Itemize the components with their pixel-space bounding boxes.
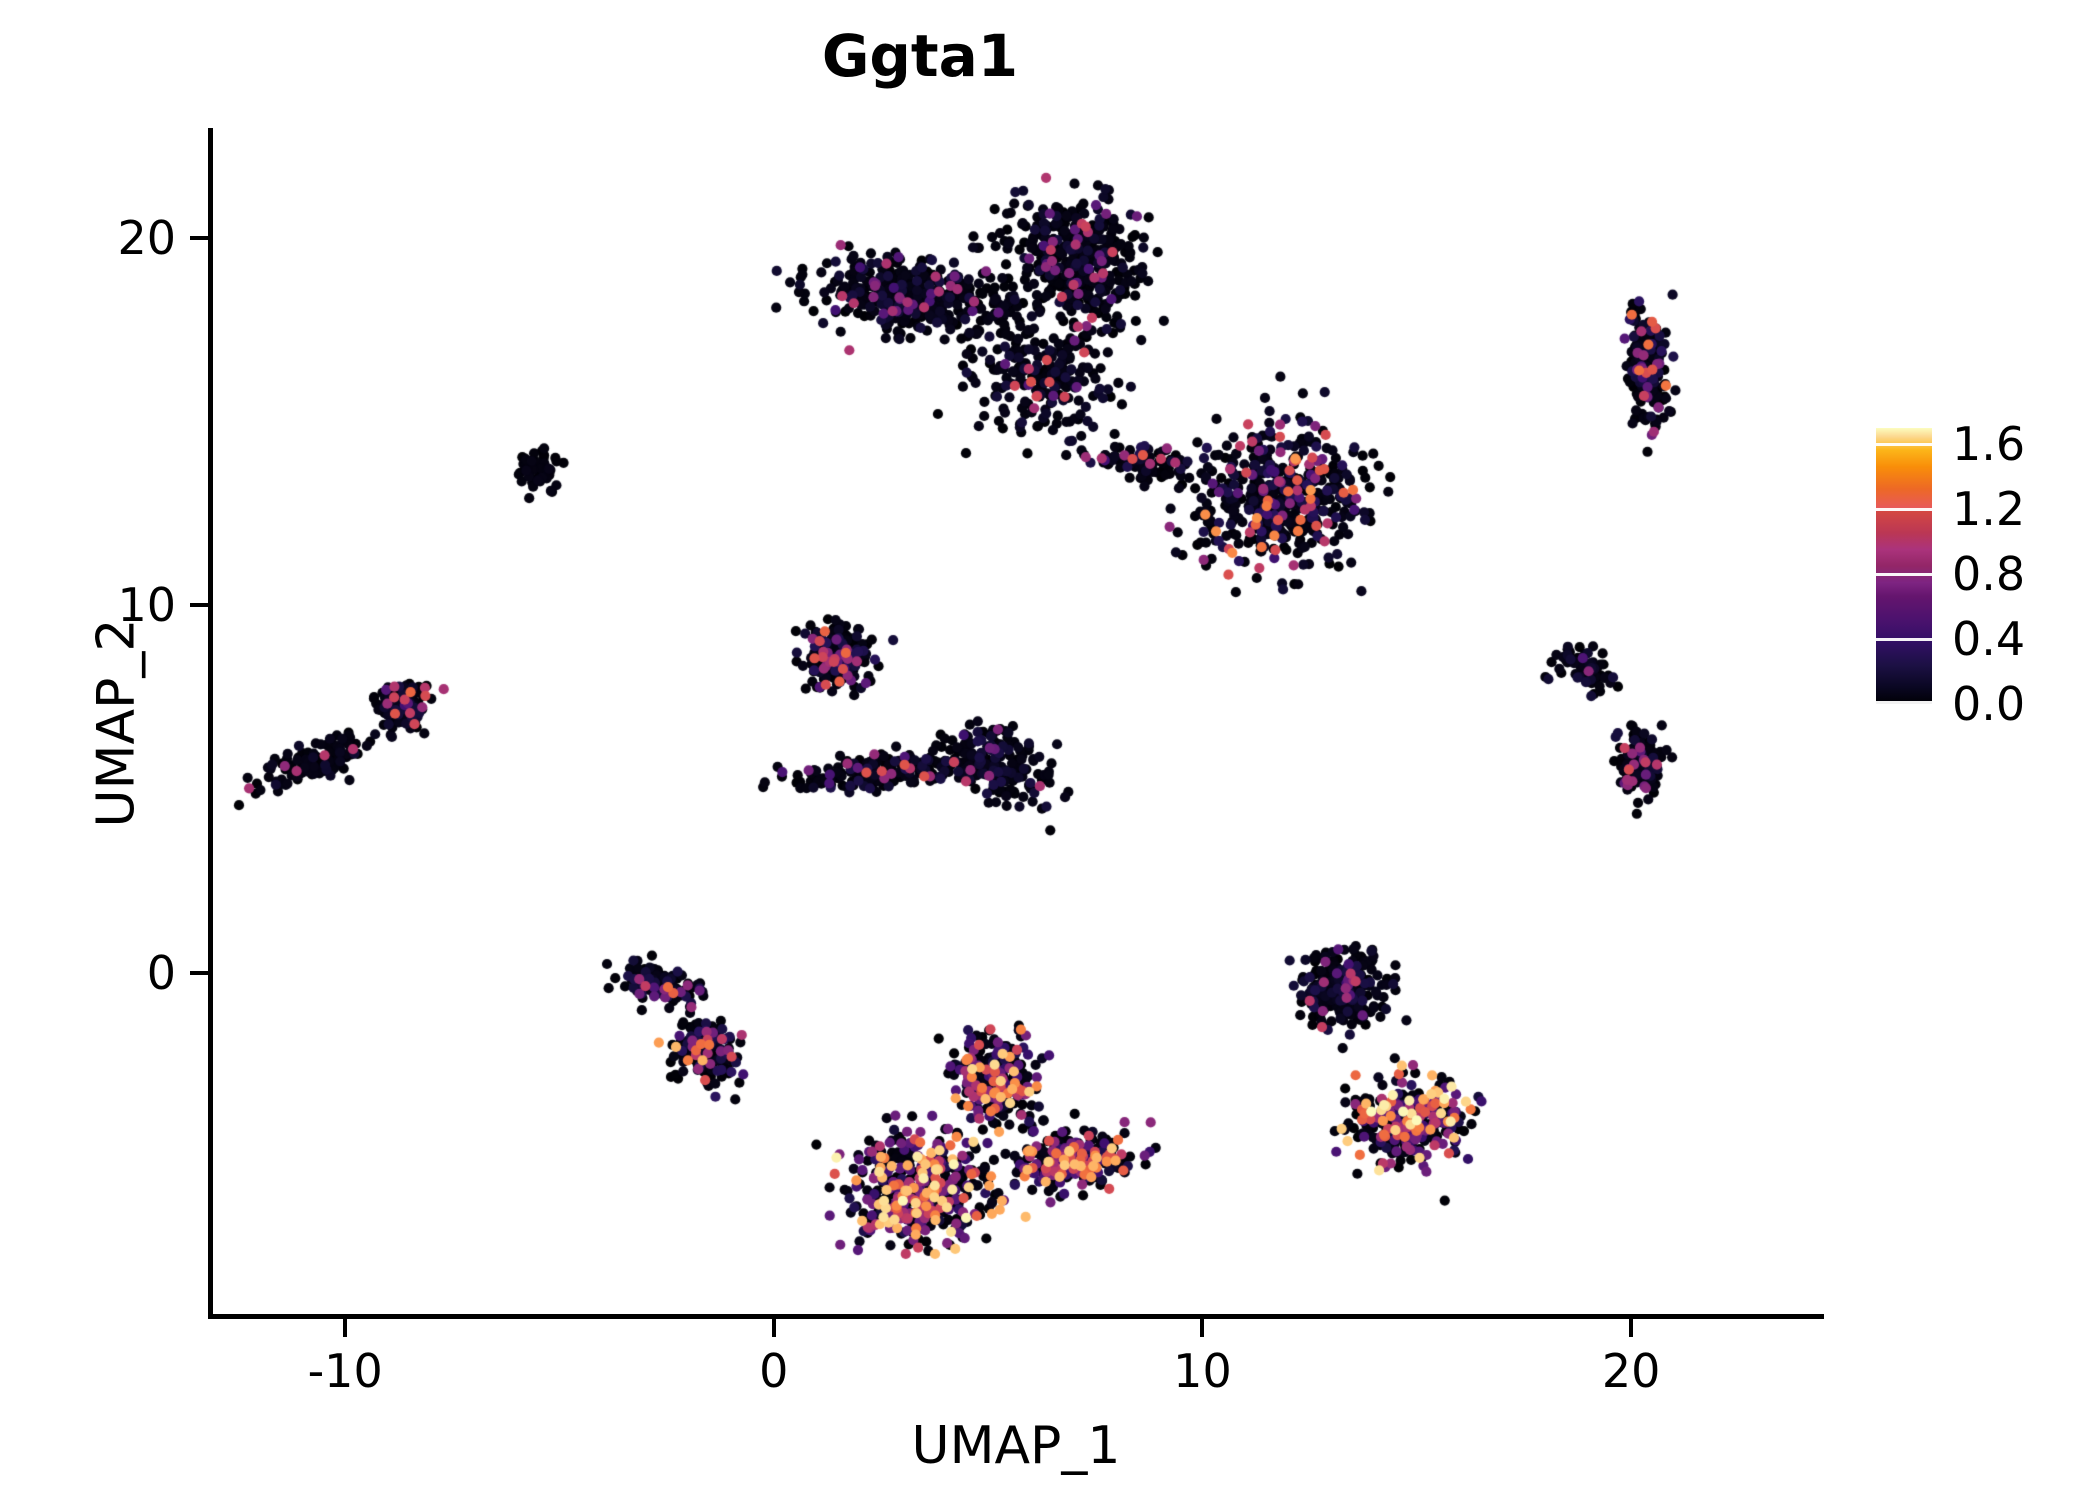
- colorbar-tick-label: 0.8: [1952, 547, 2026, 602]
- scatter-plot-canvas: [208, 128, 1824, 1318]
- colorbar-tick-mark: [1876, 443, 1932, 447]
- x-tick-label: -10: [307, 1344, 383, 1398]
- x-axis-label: UMAP_1: [911, 1416, 1121, 1476]
- x-tick-label: 0: [759, 1344, 789, 1398]
- y-tick-mark: [190, 970, 208, 975]
- colorbar-tick-mark: [1876, 573, 1932, 577]
- colorbar-gradient: [1876, 428, 1932, 704]
- y-tick-label: 0: [146, 945, 176, 1000]
- x-tick-mark: [1200, 1319, 1205, 1337]
- y-tick-mark: [190, 236, 208, 241]
- y-tick-mark: [190, 603, 208, 608]
- page-title: Ggta1: [821, 22, 1019, 90]
- x-tick-mark: [1629, 1319, 1634, 1337]
- colorbar-tick-label: 1.2: [1952, 482, 2026, 537]
- x-tick-mark: [343, 1319, 348, 1337]
- colorbar-tick-label: 0.0: [1952, 677, 2026, 731]
- colorbar-tick-mark: [1876, 508, 1932, 512]
- y-axis-label: UMAP_2: [86, 618, 147, 828]
- y-tick-label: 10: [117, 578, 176, 633]
- colorbar: 0.0 0.4 0.8 1.2 1.6: [1876, 417, 2076, 731]
- x-tick-label: 20: [1601, 1344, 1661, 1398]
- axis-spine-bottom: [208, 1314, 1824, 1319]
- colorbar-tick-label: 1.6: [1952, 417, 2026, 472]
- x-tick-label: 10: [1173, 1344, 1232, 1398]
- colorbar-tick-label: 0.4: [1952, 612, 2026, 667]
- colorbar-tick-mark: [1876, 701, 1932, 704]
- y-tick-label: 20: [117, 211, 176, 266]
- colorbar-tick-mark: [1876, 638, 1932, 642]
- plot-axes: -10 0 10 20 0 10 20 UMAP_1 UMAP_2: [86, 128, 1824, 1476]
- x-tick-mark: [771, 1319, 776, 1337]
- axis-spine-left: [208, 128, 213, 1318]
